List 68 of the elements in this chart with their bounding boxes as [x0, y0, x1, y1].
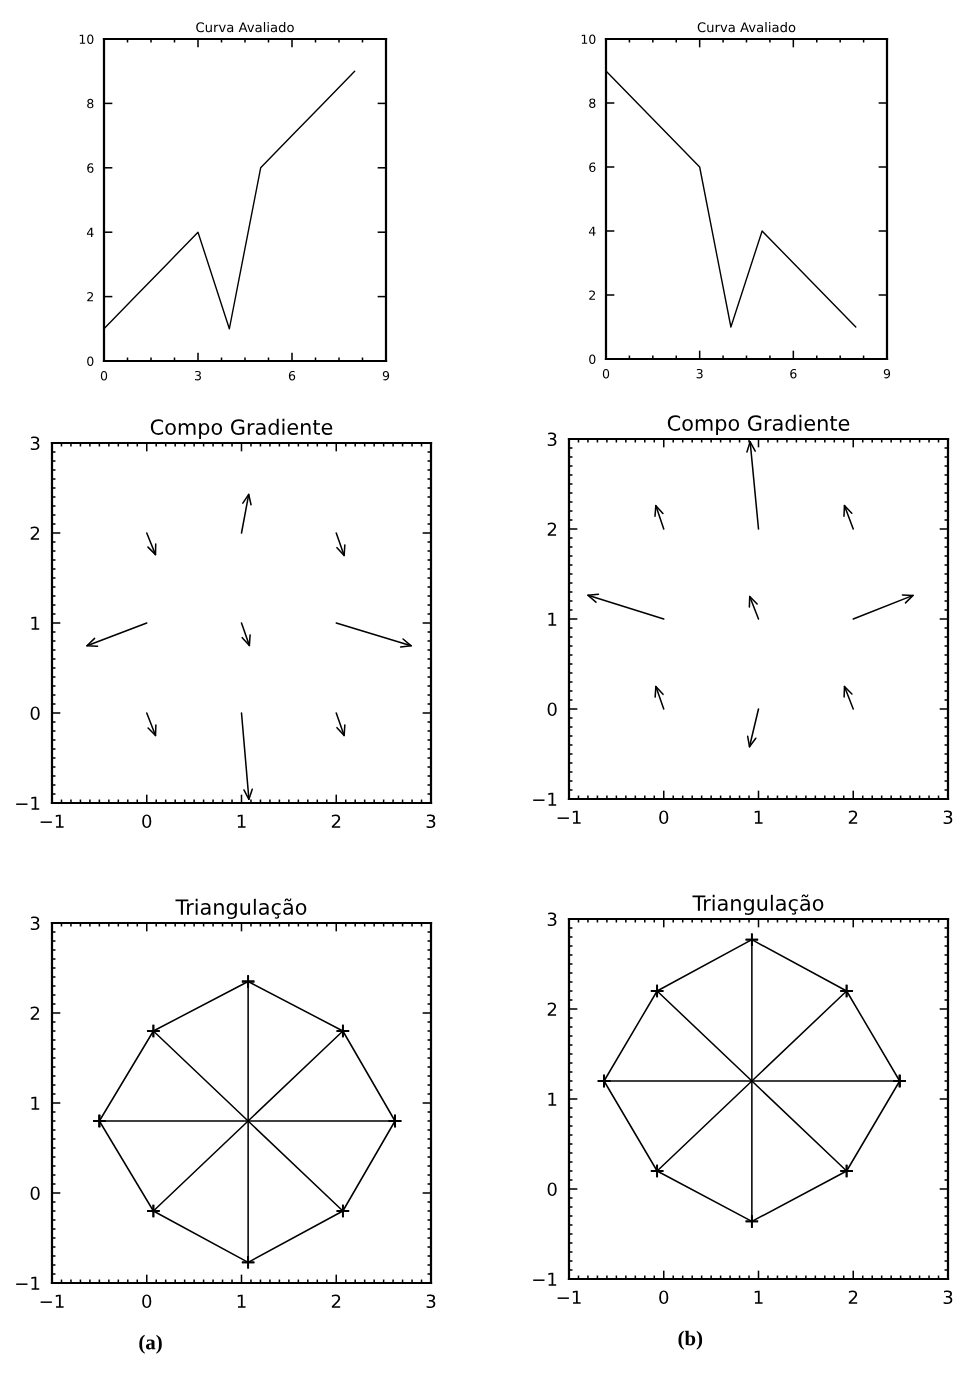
- x-tick-label: 2: [331, 814, 341, 828]
- x-tick-label: 0: [142, 814, 152, 829]
- y-tick-label: −1: [16, 1276, 40, 1290]
- x-tick-label: −1: [557, 1290, 581, 1304]
- x-tick-label: 1: [754, 1290, 763, 1304]
- x-tick-label: −1: [40, 1294, 64, 1308]
- chart-title: Compo Gradiente: [667, 414, 850, 435]
- y-tick-label: −1: [533, 1272, 557, 1286]
- chart-title: Curva Avaliado: [697, 22, 796, 33]
- x-tick-label: 3: [194, 370, 201, 381]
- y-tick-label: 2: [547, 522, 557, 536]
- x-tick-label: −1: [40, 814, 64, 828]
- y-tick-label: 8: [87, 98, 94, 109]
- y-tick-label: 0: [87, 356, 94, 366]
- text: (a): [139, 1334, 162, 1354]
- y-tick-label: 0: [547, 1182, 557, 1197]
- y-tick-label: −1: [16, 796, 40, 810]
- x-tick-label: 1: [237, 1294, 246, 1308]
- x-tick-label: 0: [659, 1290, 669, 1305]
- y-tick-label: 1: [548, 612, 557, 626]
- x-tick-label: 2: [848, 1290, 858, 1304]
- text: (b): [678, 1330, 703, 1350]
- x-tick-label: −1: [557, 810, 581, 824]
- y-tick-label: 2: [30, 526, 40, 540]
- x-tick-label: 0: [602, 368, 610, 379]
- y-tick-label: 2: [30, 1006, 40, 1020]
- x-tick-label: 3: [943, 810, 953, 825]
- chart-title: Compo Gradiente: [150, 418, 333, 439]
- y-tick-label: 10: [79, 34, 94, 44]
- x-tick-label: 0: [659, 810, 669, 825]
- x-tick-label: 6: [790, 368, 797, 379]
- y-tick-label: 3: [547, 912, 557, 927]
- y-tick-label: 8: [589, 98, 596, 108]
- y-tick-label: 3: [30, 916, 40, 931]
- x-tick-label: 1: [237, 814, 246, 828]
- x-tick-label: 6: [288, 370, 296, 381]
- x-tick-label: 9: [382, 370, 390, 381]
- x-tick-label: 3: [943, 1290, 953, 1305]
- y-tick-label: 6: [87, 163, 94, 173]
- y-tick-label: 1: [31, 1096, 40, 1110]
- x-tick-label: 1: [754, 810, 763, 824]
- x-tick-label: 2: [848, 810, 858, 824]
- x-tick-label: 3: [426, 1294, 436, 1309]
- x-tick-label: 2: [331, 1294, 341, 1308]
- y-tick-label: 1: [31, 616, 40, 630]
- chart-title: Curva Avaliado: [196, 22, 294, 33]
- x-tick-label: 0: [142, 1294, 152, 1309]
- chart-title: Triangulação: [175, 898, 307, 919]
- y-tick-label: 0: [30, 1186, 40, 1201]
- y-tick-label: 3: [30, 436, 40, 451]
- y-tick-label: 4: [588, 226, 596, 236]
- x-tick-label: 0: [100, 370, 108, 381]
- y-tick-label: 2: [547, 1002, 557, 1016]
- y-tick-label: 0: [30, 706, 40, 721]
- x-tick-label: 3: [426, 814, 436, 829]
- y-tick-label: −1: [533, 792, 557, 806]
- y-tick-label: 2: [87, 292, 94, 302]
- y-tick-label: 6: [589, 162, 596, 172]
- y-tick-label: 2: [589, 290, 596, 300]
- y-tick-label: 4: [86, 227, 94, 237]
- y-tick-label: 1: [548, 1092, 557, 1106]
- x-tick-label: 9: [883, 368, 891, 379]
- y-tick-label: 0: [547, 702, 557, 717]
- chart-title: Triangulação: [692, 894, 824, 915]
- y-tick-label: 3: [547, 432, 557, 447]
- x-tick-label: 3: [696, 368, 703, 379]
- y-tick-label: 0: [589, 354, 596, 364]
- y-tick-label: 10: [581, 34, 596, 44]
